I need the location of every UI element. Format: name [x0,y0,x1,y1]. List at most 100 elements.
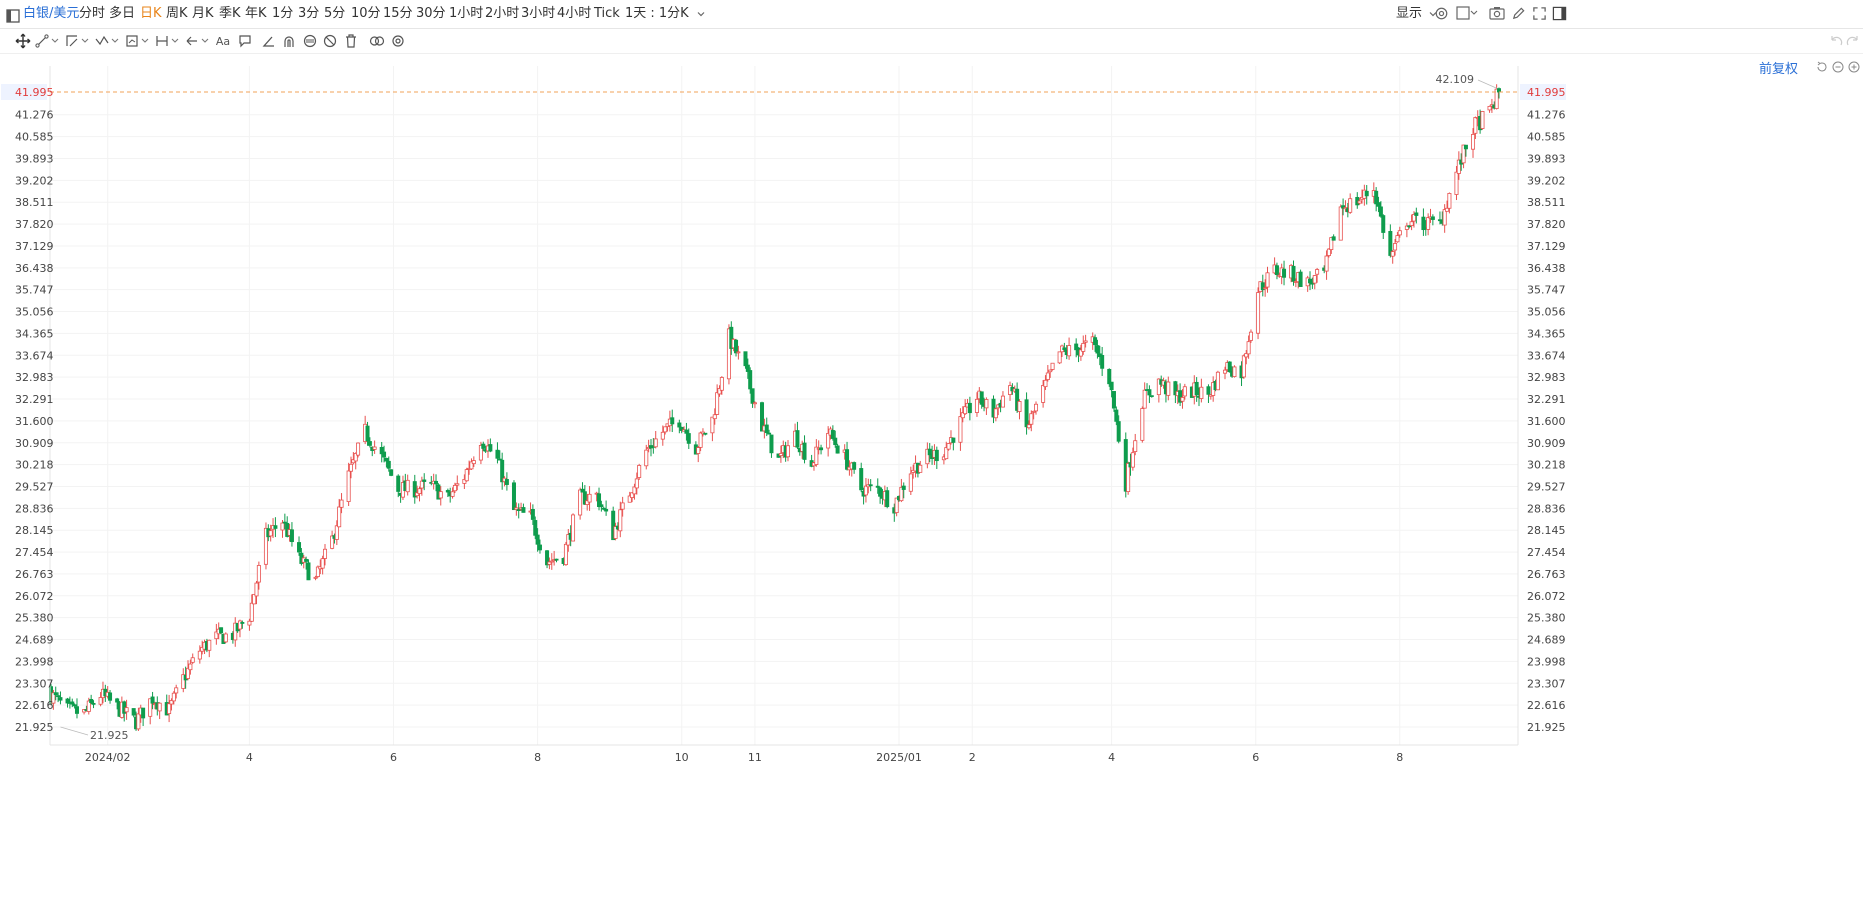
candle-body [219,627,224,634]
toolbar-settings-icon[interactable] [385,29,411,53]
period-tab-14[interactable]: 2小时 [485,6,520,21]
candle-body [1142,389,1147,409]
candle-body [670,417,675,425]
period-tab-0[interactable]: 分时 [79,6,106,21]
candlestick-chart[interactable]: 41.276 40.585 39.893 39.202 38.511 37.820 37.1… [0,54,1863,915]
candle-body [1130,452,1135,468]
fullscreen-icon[interactable] [1531,5,1547,21]
candle-body [726,328,731,380]
candle-body [233,622,238,641]
candle-body [478,445,483,461]
candle-body [367,441,372,446]
candle-body [167,703,172,715]
zoom-in-icon[interactable] [1847,60,1860,73]
trash-icon[interactable] [338,29,364,53]
lock-drawing-icon[interactable] [297,29,323,53]
candle-body [1395,235,1400,243]
candle-body [320,558,325,569]
candle-body [372,446,377,450]
text-tool-icon[interactable]: Aa [215,34,231,48]
panel-toggle-icon[interactable] [1551,5,1567,21]
hide-drawing-icon[interactable] [317,29,343,53]
period-tab-7[interactable]: 1分 [272,6,294,21]
period-tab-5[interactable]: 季K [219,6,241,21]
candle-body [263,527,268,565]
candle-body [580,488,585,493]
period-tab-8[interactable]: 3分 [298,6,320,21]
y-tick-label-right: 23.307 [1527,677,1566,690]
candle-body [979,391,984,405]
candle-body [445,490,450,493]
candle-body [1357,200,1362,204]
move-icon[interactable] [10,29,36,53]
candle-body [1100,355,1105,369]
candle-body [736,351,741,354]
channel-tool-icon[interactable] [64,29,92,53]
period-tab-10[interactable]: 10分 [351,6,381,21]
candle-body [1178,390,1183,403]
y-tick-label-left: 23.998 [15,655,54,668]
layout-icon[interactable] [1455,5,1479,21]
candle-body [434,480,439,485]
candle-body [549,560,554,563]
comment-tool-icon[interactable] [232,29,258,53]
period-tab-9[interactable]: 5分 [324,6,346,21]
period-tab-15[interactable]: 3小时 [521,6,556,21]
redo-icon[interactable] [1843,29,1863,53]
price-adjust-button[interactable]: 前复权 [1759,62,1799,77]
candle-body [1315,269,1320,275]
candle-body [1404,225,1409,230]
candle-body [578,489,583,516]
x-tick-label: 6 [390,751,397,764]
candle-body [729,326,734,349]
candle-body [1111,391,1116,409]
pencil-icon[interactable] [1510,5,1526,21]
arrow-tool-icon[interactable] [184,29,212,53]
candle-body [1376,202,1381,207]
period-tab-17[interactable]: Tick [594,6,620,21]
period-tab-11[interactable]: 15分 [383,6,413,21]
pattern-tool-icon[interactable] [124,29,152,53]
period-tab-1[interactable]: 多日 [109,6,136,21]
custom-period-selector[interactable]: 1天 : 1分K [625,0,706,28]
current-price-tag-left [1,84,47,100]
sidebar-toggle-icon[interactable] [6,6,22,23]
period-tab-2[interactable]: 日K [140,6,162,21]
candle-body [918,464,923,473]
angle-tool-icon[interactable] [256,29,282,53]
candle-body [1045,372,1050,380]
candle-body [545,550,550,566]
candle-body [304,558,309,562]
period-tab-4[interactable]: 月K [192,6,214,21]
y-tick-label-left: 28.836 [15,502,54,515]
settings-icon[interactable] [1433,5,1449,21]
y-tick-label-right: 31.600 [1527,415,1566,428]
display-menu[interactable]: 显示 [1396,0,1438,28]
polyline-tool-icon[interactable] [94,29,122,53]
y-tick-label-left: 39.893 [15,153,54,166]
reset-view-icon[interactable] [1815,60,1828,73]
period-tab-3[interactable]: 周K [166,6,188,21]
compare-icon[interactable] [364,29,390,53]
candle-body [1166,381,1171,396]
candle-body [1147,389,1152,396]
candle-body [1407,225,1412,228]
period-tab-16[interactable]: 4小时 [557,6,592,21]
undo-icon[interactable] [1823,29,1849,53]
candle-body [207,639,212,651]
period-tab-6[interactable]: 年K [245,6,267,21]
y-tick-label-left: 35.747 [15,284,54,297]
camera-icon[interactable] [1488,5,1505,21]
y-tick-label-left: 34.365 [15,327,54,340]
period-tab-12[interactable]: 30分 [416,6,446,21]
y-tick-label-left: 28.145 [15,524,54,537]
candle-body [946,443,951,450]
period-tab-13[interactable]: 1小时 [449,6,484,21]
line-tool-icon[interactable] [34,29,62,53]
magnet-icon[interactable] [276,29,302,53]
candle-body [405,479,410,493]
measure-tool-icon[interactable] [154,29,182,53]
zoom-out-icon[interactable] [1831,60,1844,73]
candle-body [802,442,807,460]
symbol-selector[interactable]: 白银/美元 [23,6,80,21]
